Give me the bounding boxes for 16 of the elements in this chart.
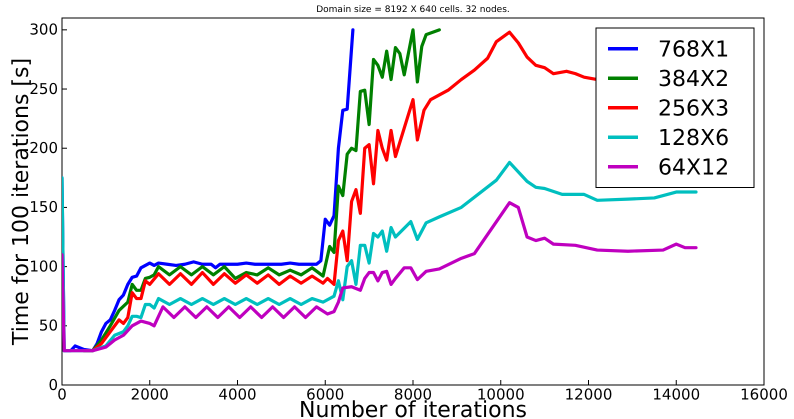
y-tick-label: 300 xyxy=(29,20,58,39)
x-tick-label: 14000 xyxy=(652,386,700,404)
legend-label: 256X3 xyxy=(658,96,730,122)
legend-label: 768X1 xyxy=(658,37,730,62)
chart-title: Domain size = 8192 X 640 cells. 32 nodes. xyxy=(316,5,510,15)
y-tick-label: 200 xyxy=(29,139,58,158)
legend-label: 64X12 xyxy=(658,155,730,180)
x-tick-label: 12000 xyxy=(564,386,612,404)
x-tick-label: 16000 xyxy=(740,386,788,404)
line-series xyxy=(62,201,698,352)
x-tick-label: 2000 xyxy=(130,386,169,404)
x-tick-label: 4000 xyxy=(218,386,257,404)
legend-label: 128X6 xyxy=(658,126,730,151)
y-tick-label: 50 xyxy=(38,316,58,335)
y-tick-label: 150 xyxy=(29,198,58,216)
legend-label: 384X2 xyxy=(658,66,730,92)
